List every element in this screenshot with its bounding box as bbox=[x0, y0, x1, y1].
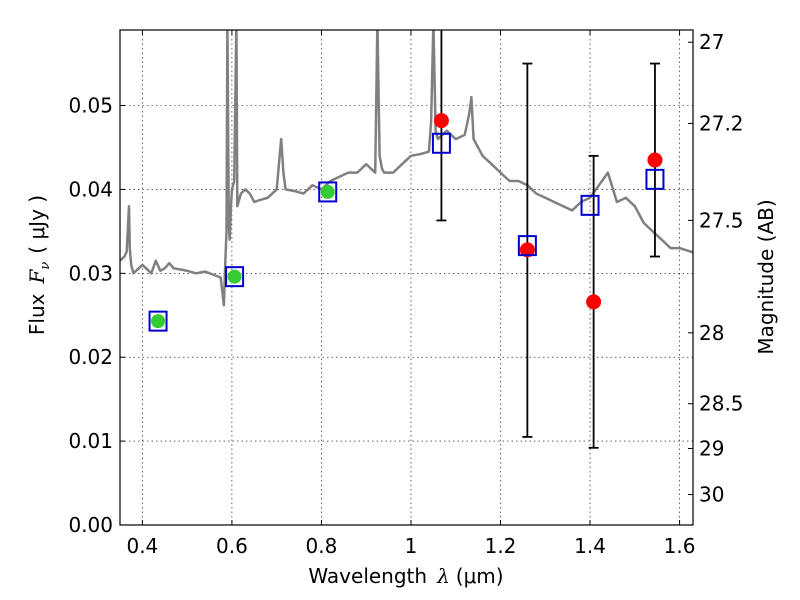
model-spectrum-line bbox=[120, 30, 693, 307]
observed-nir-point bbox=[586, 294, 602, 310]
observed-optical-point bbox=[151, 314, 166, 329]
y2-tick-label: 27 bbox=[699, 30, 724, 54]
observed-nir-point bbox=[433, 113, 449, 129]
ticks: 0.4 0.6 0.8 1 1.2 1.4 1.6 0.00 0.01 0.02 0.03 0.04 0… bbox=[68, 30, 744, 558]
markers bbox=[148, 113, 665, 332]
y2-tick-label: 28 bbox=[699, 321, 724, 345]
y-tick-label: 0.02 bbox=[68, 345, 113, 369]
observed-nir-point bbox=[519, 242, 535, 258]
model-flux-square bbox=[517, 235, 537, 257]
x-tick-label: 0.6 bbox=[216, 534, 248, 558]
y-tick-label: 0.05 bbox=[68, 94, 113, 118]
y2-tick-label: 29 bbox=[699, 436, 724, 460]
grid bbox=[120, 30, 693, 526]
model-flux-square bbox=[431, 132, 451, 154]
model-flux-square bbox=[645, 168, 665, 190]
observed-optical-point bbox=[320, 184, 335, 199]
observed-optical-point bbox=[227, 269, 242, 284]
data-area bbox=[120, 30, 693, 307]
y2-tick-label: 27.5 bbox=[699, 208, 744, 232]
x-tick-label: 0.4 bbox=[126, 534, 158, 558]
model-flux-square bbox=[148, 310, 168, 332]
model-flux-square bbox=[318, 181, 338, 203]
x-tick-label: 1.2 bbox=[485, 534, 517, 558]
observed-nir-point bbox=[647, 152, 663, 168]
y-tick-label: 0.04 bbox=[68, 177, 113, 201]
y2-tick-label: 28.5 bbox=[699, 392, 744, 416]
x-tick-label: 0.8 bbox=[306, 534, 338, 558]
y2-axis-label: Magnitude (AB) bbox=[754, 199, 778, 354]
y-tick-label: 0.00 bbox=[68, 513, 113, 537]
y-axis-label: FluxFν( μJy ) bbox=[25, 195, 53, 335]
y-tick-label: 0.01 bbox=[68, 429, 113, 453]
y2-tick-label: 30 bbox=[699, 483, 724, 507]
y-tick-label: 0.03 bbox=[68, 261, 113, 285]
x-tick-label: 1 bbox=[405, 534, 418, 558]
x-tick-label: 1.6 bbox=[664, 534, 696, 558]
model-flux-square bbox=[225, 266, 245, 288]
model-flux-square bbox=[580, 194, 600, 216]
plot-frame bbox=[119, 29, 694, 526]
x-tick-label: 1.4 bbox=[574, 534, 606, 558]
y2-tick-label: 27.2 bbox=[699, 111, 744, 135]
x-axis-label: Wavelength λ (μm) bbox=[308, 564, 503, 588]
